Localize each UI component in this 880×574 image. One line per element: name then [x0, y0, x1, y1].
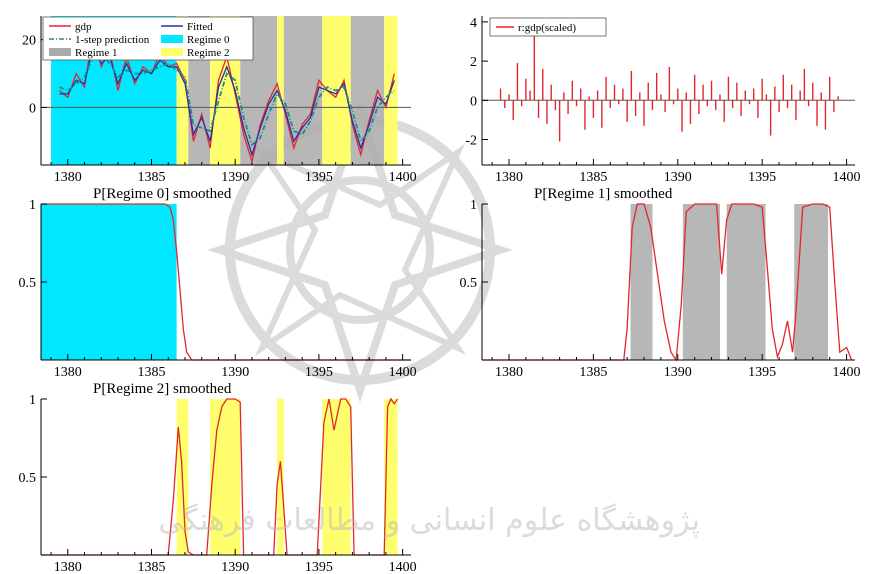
- y-tick-label: 1: [470, 198, 477, 213]
- x-tick-label: 1395: [748, 170, 776, 185]
- y-tick-label: 1: [29, 393, 36, 408]
- legend-label: gdp: [75, 21, 92, 33]
- legend-label: Fitted: [187, 21, 213, 33]
- x-tick-label: 1380: [495, 365, 523, 380]
- regime-2-band: [210, 399, 241, 555]
- x-tick-label: 1400: [389, 560, 417, 574]
- regime-2-band: [277, 399, 284, 555]
- x-tick-label: 1385: [137, 560, 165, 574]
- panel-title: P[Regime 2] smoothed: [93, 381, 232, 397]
- x-tick-label: 1390: [221, 365, 249, 380]
- regime-1-band: [794, 204, 828, 360]
- legend-box: [42, 16, 254, 61]
- regime-2-band: [322, 399, 351, 555]
- x-tick-label: 1380: [54, 560, 82, 574]
- regime-2-band: [384, 399, 398, 555]
- regime-2-band: [277, 16, 284, 165]
- y-tick-label: -2: [465, 134, 477, 149]
- regime-2-band: [176, 16, 189, 165]
- x-tick-label: 1395: [748, 365, 776, 380]
- y-tick-label: 2: [470, 55, 477, 70]
- series-line-p-regime-0-: [41, 203, 411, 361]
- series-line-p-regime-2-: [41, 397, 399, 556]
- x-tick-label: 1400: [389, 365, 417, 380]
- legend-swatch: [49, 48, 71, 56]
- legend-label: Regime 1: [75, 47, 117, 59]
- legend-box: [489, 17, 607, 37]
- y-tick-label: 0.5: [19, 471, 37, 486]
- x-tick-label: 1380: [495, 170, 523, 185]
- panel-title: P[Regime 1] smoothed: [534, 186, 673, 202]
- y-tick-label: 0.5: [19, 276, 37, 291]
- legend-swatch: [161, 48, 183, 56]
- legend-label: Regime 0: [187, 34, 230, 46]
- x-tick-label: 1395: [305, 365, 333, 380]
- y-tick-label: 0.5: [460, 276, 478, 291]
- panel-gdp-scaled-residuals: 1380 1385 1390 1395 1400 -2 0 2 4 r:gdp(scaled): [465, 16, 860, 185]
- panel-p-regime1: 1380 1385 1390 1395 1400 0.5 1 P[Regime 1] smoo…: [460, 186, 861, 380]
- y-tick-label: 0: [29, 101, 36, 116]
- regime-1-band: [630, 204, 653, 360]
- legend-label: 1-step prediction: [75, 34, 150, 46]
- x-tick-label: 1380: [54, 170, 82, 185]
- y-tick-label: 4: [470, 16, 477, 31]
- y-tick-label: 0: [470, 94, 477, 109]
- legend-swatch: [161, 35, 183, 43]
- regime-1-band: [726, 204, 766, 360]
- x-tick-label: 1380: [54, 365, 82, 380]
- x-tick-label: 1390: [221, 560, 249, 574]
- panel-title: P[Regime 0] smoothed: [93, 186, 232, 202]
- watermark-text: پژوهشگاه علوم انسانی و مطالعات فرهنگی: [158, 503, 700, 538]
- regime-1-band: [682, 204, 720, 360]
- x-tick-label: 1390: [664, 170, 692, 185]
- x-tick-label: 1400: [833, 170, 861, 185]
- series-line-1-step-prediction: [59, 52, 395, 147]
- panel-p-regime2: 1380 1385 1390 1395 1400 0.5 1 P[Regime 2] smoo…: [19, 381, 417, 574]
- series-line-p-regime-1-: [482, 203, 853, 362]
- legend-label: r:gdp(scaled): [518, 22, 576, 34]
- x-tick-label: 1385: [137, 365, 165, 380]
- legend-label: Regime 2: [187, 47, 229, 59]
- x-tick-label: 1385: [579, 170, 607, 185]
- x-tick-label: 1390: [221, 170, 249, 185]
- x-tick-label: 1395: [305, 170, 333, 185]
- series-line-fitted: [59, 44, 395, 158]
- x-tick-label: 1400: [833, 365, 861, 380]
- regime-0-band: [41, 204, 177, 360]
- x-tick-label: 1385: [137, 170, 165, 185]
- x-tick-label: 1385: [579, 365, 607, 380]
- x-tick-label: 1400: [389, 170, 417, 185]
- y-tick-label: 20: [22, 34, 36, 49]
- x-tick-label: 1390: [664, 365, 692, 380]
- regime-1-band: [350, 16, 385, 165]
- y-tick-label: 1: [29, 198, 36, 213]
- panel-p-regime0: 1380 1385 1390 1395 1400 0.5 1 P[Regime 0] smoo…: [19, 186, 417, 380]
- x-tick-label: 1395: [305, 560, 333, 574]
